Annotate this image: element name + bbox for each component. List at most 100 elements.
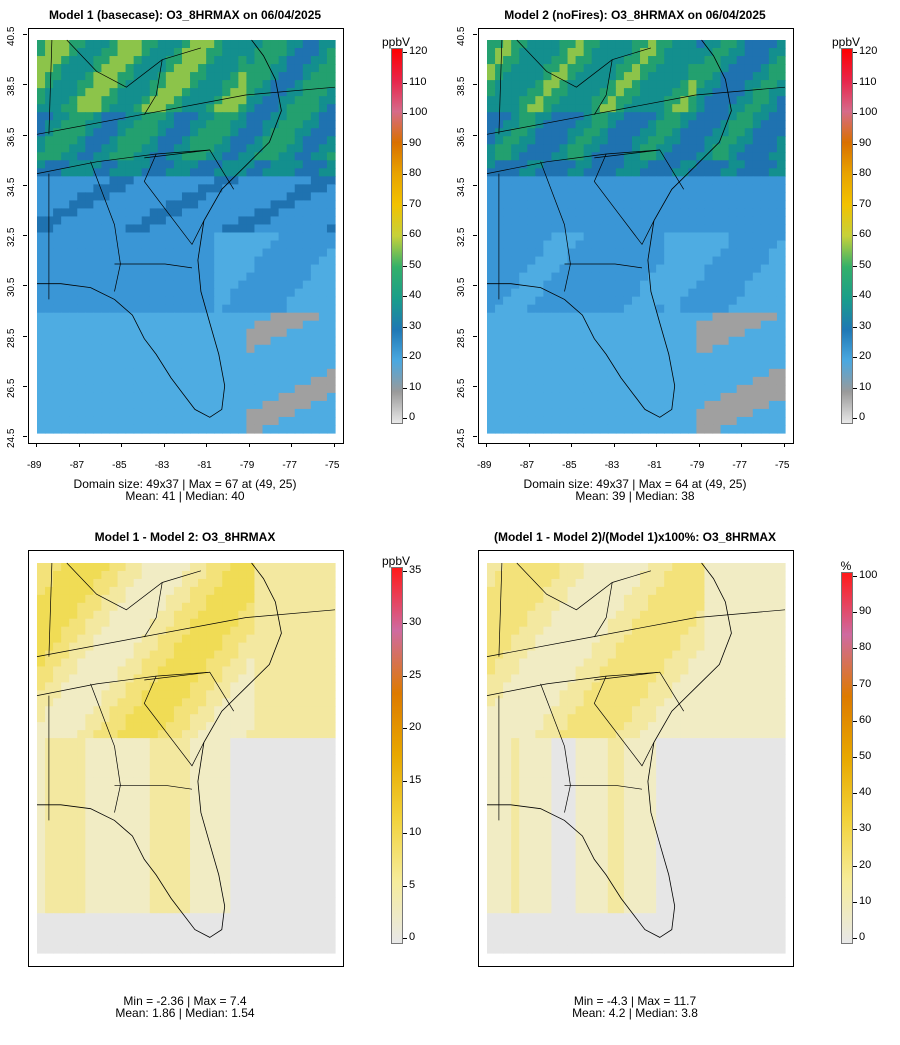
y-tick-label: 40.5: [456, 26, 467, 46]
grid-cells: [487, 40, 786, 434]
x-tick-mark: [784, 443, 785, 447]
y-tick-mark: [473, 335, 477, 337]
x-tick-label: -77: [732, 460, 747, 471]
state-border: [486, 671, 660, 696]
y-tick-label: 28.5: [6, 328, 17, 348]
colorbar-tick-mark: [403, 571, 407, 572]
colorbar-unit: ppbV: [381, 35, 411, 49]
colorbar: [391, 567, 403, 944]
colorbar-tick-mark: [403, 143, 407, 145]
colorbar-tick-mark: [403, 675, 407, 677]
panel-title: (Model 1 - Model 2)/(Model 1)x100%: O3_8…: [493, 530, 777, 544]
stats-line-1: Domain size: 49x37 | Max = 67 at (49, 25…: [73, 477, 297, 491]
colorbar-tick-label: 60: [409, 228, 422, 240]
x-tick-label: -79: [689, 460, 705, 471]
colorbar-tick-mark: [403, 113, 407, 114]
colorbar-tick-mark: [403, 235, 407, 236]
colorbar-tick-label: 0: [859, 411, 866, 423]
y-tick-label: 32.5: [6, 227, 17, 247]
y-tick-label: 26.5: [456, 378, 467, 398]
y-tick-label: 34.5: [456, 177, 467, 197]
state-border: [593, 675, 655, 767]
y-tick-mark: [473, 235, 477, 236]
colorbar-tick-label: 0: [859, 931, 866, 943]
colorbar-tick-mark: [403, 326, 407, 328]
panel-title: Model 2 (noFires): O3_8HRMAX on 06/04/20…: [504, 8, 766, 22]
state-border: [144, 582, 163, 638]
stats-line-1: Domain size: 49x37 | Max = 64 at (49, 25…: [523, 477, 747, 491]
state-border: [36, 609, 336, 657]
x-tick-label: -87: [519, 460, 535, 471]
state-border: [486, 149, 660, 174]
colorbar-tick-label: 60: [859, 228, 872, 240]
colorbar-tick-label: 80: [859, 167, 872, 179]
state-border: [36, 86, 336, 135]
colorbar-tick-label: 70: [859, 197, 872, 210]
colorbar-tick-label: 35: [409, 564, 422, 576]
colorbar-tick-label: 80: [859, 641, 872, 654]
state-border: [144, 671, 234, 712]
state-border: [90, 161, 121, 292]
colorbar: [841, 572, 853, 944]
y-tick-label: 36.5: [456, 127, 467, 147]
state-border: [143, 675, 205, 767]
colorbar-tick-mark: [403, 780, 407, 782]
map-canvas: [486, 39, 786, 434]
colorbar-tick-mark: [853, 52, 857, 53]
colorbar: [841, 48, 853, 424]
colorbar-tick-label: 80: [409, 167, 422, 179]
colorbar-tick-label: 50: [859, 750, 872, 762]
state-border: [486, 609, 786, 657]
state-border: [498, 562, 503, 657]
colorbar-tick-mark: [853, 326, 857, 328]
state-border: [36, 671, 210, 696]
state-border: [564, 263, 643, 269]
state-border: [540, 683, 571, 813]
state-border: [90, 683, 121, 813]
state-border: [594, 59, 613, 115]
colorbar-tick-label: 0: [409, 931, 416, 943]
map-canvas: [36, 39, 336, 434]
colorbar-tick-label: 30: [859, 822, 872, 835]
panel-title: Model 1 - Model 2: O3_8HRMAX: [94, 530, 276, 544]
x-tick-label: -83: [604, 460, 620, 471]
x-tick-label: -87: [69, 460, 85, 471]
y-tick-mark: [23, 134, 27, 136]
y-tick-mark: [23, 184, 27, 186]
coastline: [487, 562, 732, 938]
colorbar-tick-label: 70: [409, 197, 422, 210]
colorbar-tick-mark: [403, 885, 407, 887]
map-panel-3: Model 1 - Model 2: O3_8HRMAX ppbV 35 30 25 20…: [0, 522, 450, 1044]
y-tick-label: 38.5: [456, 76, 467, 97]
colorbar-tick-mark: [853, 296, 857, 297]
x-tick-label: -85: [112, 460, 127, 471]
state-border: [486, 86, 786, 135]
colorbar-tick-label: 50: [409, 258, 422, 271]
colorbar-tick-mark: [853, 204, 857, 206]
x-tick-label: -89: [27, 460, 42, 471]
colorbar-tick-label: 120: [409, 45, 428, 57]
colorbar-tick-label: 30: [409, 616, 422, 629]
colorbar-tick-mark: [853, 793, 857, 795]
state-border: [114, 784, 193, 790]
colorbar-tick-mark: [403, 728, 407, 730]
x-tick-mark: [36, 443, 37, 447]
stats-line-2: Mean: 1.86 | Median: 1.54: [115, 1006, 255, 1020]
panel-title: Model 1 (basecase): O3_8HRMAX on 06/04/2…: [48, 8, 322, 22]
x-tick-mark: [741, 443, 743, 447]
stats-line-1: Min = -2.36 | Max = 7.4: [123, 994, 247, 1008]
colorbar-tick-label: 90: [859, 605, 872, 618]
colorbar-tick-label: 10: [409, 380, 422, 393]
colorbar-tick-label: 20: [409, 350, 422, 362]
colorbar-tick-mark: [853, 612, 857, 614]
y-tick-mark: [23, 385, 27, 387]
x-tick-label: -77: [282, 460, 297, 471]
colorbar-tick-mark: [853, 143, 857, 145]
colorbar-tick-label: 90: [409, 136, 422, 149]
colorbar-tick-label: 100: [859, 569, 878, 581]
state-border: [48, 39, 53, 135]
y-tick-mark: [473, 436, 477, 437]
colorbar-tick-label: 40: [859, 786, 872, 799]
colorbar-tick-mark: [853, 357, 857, 358]
colorbar-tick-label: 10: [409, 826, 422, 839]
